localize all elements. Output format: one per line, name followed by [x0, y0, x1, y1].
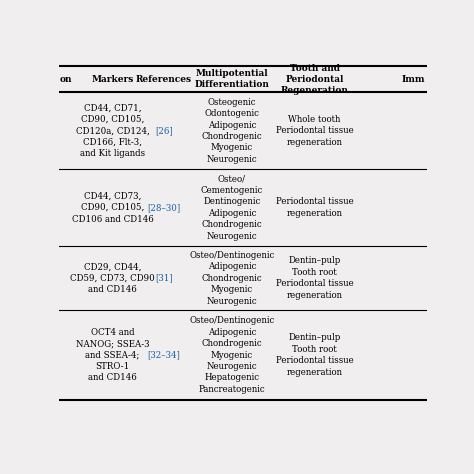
Text: Osteogenic
Odontogenic
Adipogenic
Chondrogenic
Myogenic
Neurogenic: Osteogenic Odontogenic Adipogenic Chondr…	[201, 98, 262, 164]
Text: CD44, CD73,
CD90, CD105,
CD106 and CD146: CD44, CD73, CD90, CD105, CD106 and CD146	[72, 191, 154, 224]
Text: Osteo/
Cementogenic
Dentinogenic
Adipogenic
Chondrogenic
Neurogenic: Osteo/ Cementogenic Dentinogenic Adipoge…	[201, 174, 263, 241]
Text: [28–30]: [28–30]	[147, 203, 181, 212]
Text: OCT4 and
NANOG; SSEA-3
and SSEA-4;
STRO-1
and CD146: OCT4 and NANOG; SSEA-3 and SSEA-4; STRO-…	[76, 328, 149, 383]
Text: Multipotential
Differentiation: Multipotential Differentiation	[194, 69, 269, 89]
Text: Dentin–pulp
Tooth root
Periodontal tissue
regeneration: Dentin–pulp Tooth root Periodontal tissu…	[276, 256, 354, 300]
Text: Tooth and
Periodontal
Regeneration: Tooth and Periodontal Regeneration	[281, 64, 348, 95]
Text: Osteo/Dentinogenic
Adipogenic
Chondrogenic
Myogenic
Neurogenic: Osteo/Dentinogenic Adipogenic Chondrogen…	[189, 251, 274, 306]
Text: Periodontal tissue
regeneration: Periodontal tissue regeneration	[276, 198, 354, 218]
Text: Whole tooth
Periodontal tissue
regeneration: Whole tooth Periodontal tissue regenerat…	[276, 115, 354, 146]
Text: Osteo/Dentinogenic
Adipogenic
Chondrogenic
Myogenic
Neurogenic
Hepatogenic
Pancr: Osteo/Dentinogenic Adipogenic Chondrogen…	[189, 316, 274, 394]
Text: [26]: [26]	[155, 126, 173, 135]
Text: Dentin–pulp
Tooth root
Periodontal tissue
regeneration: Dentin–pulp Tooth root Periodontal tissu…	[276, 333, 354, 377]
Text: References: References	[136, 74, 192, 83]
Text: Markers: Markers	[91, 74, 134, 83]
Text: on: on	[60, 74, 72, 83]
Text: CD44, CD71,
CD90, CD105,
CD120a, CD124,
CD166, Flt-3,
and Kit ligands: CD44, CD71, CD90, CD105, CD120a, CD124, …	[75, 103, 149, 158]
Text: [31]: [31]	[155, 273, 173, 283]
Text: CD29, CD44,
CD59, CD73, CD90
and CD146: CD29, CD44, CD59, CD73, CD90 and CD146	[70, 262, 155, 294]
Text: [32–34]: [32–34]	[147, 351, 181, 360]
Text: Imm: Imm	[402, 74, 426, 83]
